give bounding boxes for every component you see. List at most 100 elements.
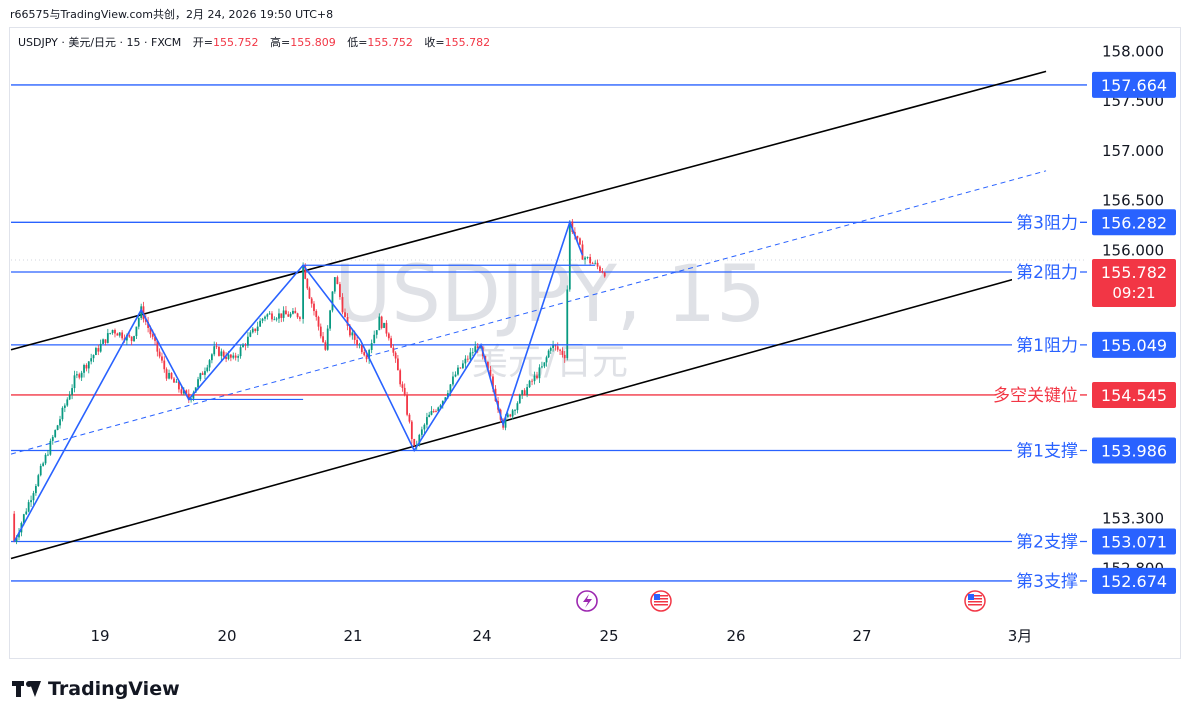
candle-body — [90, 358, 93, 362]
flag-stripe — [968, 601, 982, 603]
x-tick-label: 20 — [217, 627, 236, 645]
time-axis: 19 20 21 24 25 26 27 3月 — [90, 627, 1032, 645]
candle-body — [133, 336, 135, 342]
candle-body — [486, 361, 489, 370]
candle-body — [187, 393, 190, 401]
level-name-label: 多空关键位 — [993, 386, 1078, 406]
candle-body — [365, 355, 368, 360]
candle-body — [234, 355, 237, 358]
candle-body — [194, 387, 197, 393]
candle-body — [287, 314, 290, 317]
candle-body — [151, 334, 154, 337]
candle-body — [341, 297, 344, 313]
candle-body — [329, 310, 331, 329]
candle-body — [579, 238, 581, 245]
x-tick-label: 27 — [852, 627, 871, 645]
brand-name: TradingView — [48, 678, 180, 700]
price-axis-box — [1092, 381, 1176, 408]
candle-body — [266, 314, 269, 317]
candle-body — [137, 317, 140, 327]
price-axis-box — [1092, 71, 1176, 98]
lightning-bolt-icon — [583, 594, 592, 608]
candle-body — [368, 349, 371, 360]
candle-body — [360, 344, 363, 353]
candle-body — [144, 319, 147, 322]
price-axis-value: 152.674 — [1101, 572, 1167, 591]
candle-body — [125, 335, 128, 341]
candle-body — [225, 356, 228, 359]
candle-body — [449, 384, 452, 394]
candle-body — [61, 407, 64, 420]
candle-body — [239, 347, 242, 357]
flag-stripe — [654, 598, 668, 600]
candle-body — [99, 343, 102, 352]
candle-body — [178, 381, 180, 390]
candle-body — [518, 394, 521, 404]
legend-low-label: 低= — [347, 36, 367, 49]
candle-body — [479, 347, 482, 349]
candle-body — [541, 366, 543, 368]
candle-body — [229, 354, 232, 358]
candle-body — [140, 306, 143, 318]
candle-body — [30, 500, 32, 503]
candle-body — [273, 319, 276, 321]
price-axis-box — [1092, 331, 1176, 358]
candle-body — [73, 375, 76, 389]
price-axis-box — [1092, 209, 1176, 236]
candle-body — [547, 350, 550, 358]
candle-body — [197, 379, 199, 388]
candle-body — [390, 338, 392, 348]
candle-body — [596, 262, 599, 267]
watermark: USDJPY, 15 美元/日元 — [334, 250, 765, 383]
flag-stripe — [654, 604, 668, 606]
candle-body — [206, 367, 209, 372]
candle-body — [387, 333, 390, 339]
candle-body — [175, 381, 178, 383]
channel-mid-dashed-line — [10, 170, 1047, 455]
legend-high-label: 高= — [270, 35, 290, 49]
candle-body — [304, 264, 307, 279]
x-tick-label: 19 — [90, 627, 109, 645]
author-line: r66575与TradingView.com共创，2月 24, 2026 19:… — [10, 8, 334, 21]
tradingview-logo[interactable]: TradingView — [12, 678, 180, 700]
x-tick-label: 21 — [343, 627, 362, 645]
candle-body — [271, 313, 273, 320]
candle-body — [25, 511, 28, 515]
y-tick-label: 156.000 — [1102, 241, 1164, 259]
candle-body — [563, 354, 566, 359]
candle-body — [333, 277, 336, 292]
level-name-label: 第1支撑 — [1016, 442, 1078, 462]
candle-body — [394, 352, 397, 359]
candle-body — [68, 394, 71, 400]
price-axis: 158.000157.500157.000156.500156.000153.3… — [1102, 43, 1164, 578]
candle-body — [599, 266, 601, 272]
x-tick-label: 26 — [726, 627, 745, 645]
candle-body — [201, 373, 204, 375]
candle-body — [44, 454, 47, 464]
candle-body — [220, 351, 223, 356]
price-axis-value: 154.545 — [1101, 386, 1167, 405]
candle-body — [406, 395, 408, 415]
candle-body — [408, 414, 411, 422]
candle-body — [49, 440, 52, 455]
candle-body — [396, 358, 399, 371]
candle-body — [454, 374, 457, 377]
candle-body — [92, 354, 95, 359]
candle-body — [13, 513, 16, 542]
candle-body — [161, 356, 163, 361]
candle-body — [56, 425, 59, 431]
price-axis-box — [1092, 567, 1176, 594]
chart-frame — [9, 27, 1181, 659]
candle-body — [78, 374, 81, 378]
candle-body — [346, 317, 349, 326]
candle-body — [464, 358, 467, 364]
legend-open-value: 155.752 — [213, 36, 259, 49]
candle-body — [80, 372, 83, 378]
candle-body — [523, 390, 526, 396]
candle-body — [466, 358, 469, 360]
candle-body — [106, 333, 109, 343]
candle-body — [441, 400, 444, 406]
candle-body — [66, 399, 69, 406]
candle-body — [280, 313, 283, 318]
